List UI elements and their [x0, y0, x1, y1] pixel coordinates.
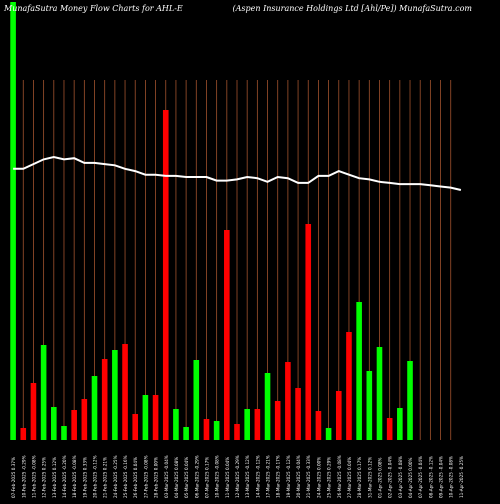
volume-bar [91, 376, 98, 440]
volume-bar [10, 2, 16, 440]
x-tick-label: 31-Mar-2025 0.12% [367, 457, 372, 498]
x-tick-label: 27-Feb-2025 -0.08% [143, 455, 148, 498]
volume-bar [20, 428, 27, 440]
volume-bar [51, 407, 57, 440]
volume-bar [173, 409, 179, 440]
volume-bar [285, 362, 291, 440]
volume-bar [376, 347, 383, 440]
x-tick-label: 27-Mar-2025 0.04% [347, 457, 352, 498]
volume-bar [132, 414, 139, 440]
x-tick-label: 09-Apr-2025 -0.04% [439, 456, 444, 498]
volume-bar [234, 424, 240, 440]
volume-bar [254, 409, 261, 440]
x-tick-label: 21-Mar-2025 -0.33% [306, 455, 311, 498]
volume-bar [335, 391, 342, 440]
x-tick-label: 20-Mar-2025 -0.04% [296, 455, 301, 498]
x-tick-label: 10-Apr-2025 -0.08% [449, 456, 454, 498]
volume-bar [264, 373, 271, 440]
x-tick-label: 18-Feb-2025 -0.08% [72, 455, 77, 498]
x-tick-label: 12-Feb-2025 0.25% [42, 457, 47, 498]
x-tick-label: 03-Mar-2025 -0.04% [164, 455, 169, 498]
x-tick-label: 28-Mar-2025 0.17% [357, 457, 362, 498]
x-tick-label: 10-Feb-2025 -0.29% [21, 455, 26, 498]
x-tick-label: 24-Feb-2025 -0.25% [113, 455, 118, 498]
volume-bar [315, 411, 322, 440]
volume-bar [366, 371, 373, 440]
chart-subtitle: (Aspen Insurance Holdings Ltd [Ahl/Pe]) … [232, 4, 472, 13]
volume-bar [213, 421, 220, 440]
volume-bar [274, 401, 281, 440]
price-line [13, 155, 462, 191]
volume-bar [61, 426, 67, 440]
volume-bar [183, 427, 189, 440]
x-tick-label: 11-Feb-2025 -0.08% [31, 455, 36, 498]
volume-bar [224, 230, 230, 440]
x-tick-label: 17-Mar-2025 -0.21% [266, 455, 271, 498]
x-tick-label: 05-Mar-2025 0.04% [184, 457, 189, 498]
volume-bar [244, 409, 250, 440]
x-tick-label: 26-Mar-2025 -0.08% [337, 455, 342, 498]
x-tick-label: 14-Feb-2025 -0.20% [62, 455, 67, 498]
volume-bar [397, 408, 403, 440]
volume-bar [71, 410, 77, 440]
volume-bar [325, 428, 332, 440]
x-tick-label: 18-Mar-2025 -0.17% [276, 455, 281, 498]
x-tick-label: 04-Mar-2025 0.08% [174, 457, 179, 498]
x-tick-label: 13-Feb-2025 0.12% [52, 457, 57, 498]
volume-bar [386, 418, 393, 440]
x-tick-label: 25-Mar-2025 0.29% [327, 457, 332, 498]
x-tick-label: 11-Apr-2025 -0.25% [459, 456, 464, 498]
volume-bar [407, 361, 413, 440]
chart-title: MunafaSutra Money Flow Charts for AHL-E [4, 4, 183, 13]
x-tick-label: 02-Apr-2025 -0.04% [388, 456, 393, 498]
x-tick-label: 10-Mar-2025 -0.08% [215, 455, 220, 498]
x-tick-label: 28-Feb-2025 0.00% [154, 457, 159, 498]
x-tick-label: 24-Mar-2025 0.00% [316, 457, 321, 498]
x-tick-label: 21-Feb-2025 0.21% [103, 457, 108, 498]
volume-bar [112, 350, 118, 440]
volume-bar [305, 224, 312, 440]
x-tick-label: 13-Mar-2025 -0.12% [245, 455, 250, 498]
x-tick-label: 12-Mar-2025 -0.29% [235, 455, 240, 498]
x-tick-label: 20-Feb-2025 -0.12% [93, 455, 98, 498]
x-tick-label: 01-Apr-2025 0.08% [378, 457, 383, 498]
x-tick-label: 25-Feb-2025 -0.16% [123, 455, 128, 498]
volume-bar [295, 388, 301, 440]
volume-bar [81, 399, 88, 440]
volume-bar [356, 302, 362, 440]
x-tick-label: 19-Feb-2025 0.33% [82, 457, 87, 498]
volume-bar [162, 110, 169, 440]
x-tick-label: 06-Mar-2025 -0.29% [194, 455, 199, 498]
volume-bar [142, 395, 149, 440]
x-tick-label: 03-Apr-2025 -0.08% [398, 456, 403, 498]
volume-bar [193, 360, 200, 440]
x-tick-label: 04-Apr-2025 0.00% [408, 457, 413, 498]
volume-bar [346, 332, 352, 440]
x-tick-label: 26-Feb-2025 0.04% [133, 457, 138, 498]
volume-bar [122, 344, 128, 440]
x-tick-label: 07-Apr-2025 -0.04% [418, 456, 423, 498]
x-tick-label: 19-Mar-2025 -0.12% [286, 455, 291, 498]
volume-bar [203, 419, 210, 440]
x-tick-label: 11-Mar-2025 0.04% [225, 457, 230, 498]
volume-bar [40, 345, 47, 440]
x-tick-label: 14-Mar-2025 -0.12% [255, 455, 260, 498]
x-tick-label: 08-Apr-2025 -0.12% [428, 456, 433, 498]
x-tick-label: 07-Feb-2025 0.37% [11, 457, 16, 498]
volume-bar [101, 359, 108, 440]
x-tick-label: 07-Mar-2025 0.17% [205, 457, 210, 498]
volume-bar [30, 383, 37, 440]
volume-bar [152, 395, 159, 440]
